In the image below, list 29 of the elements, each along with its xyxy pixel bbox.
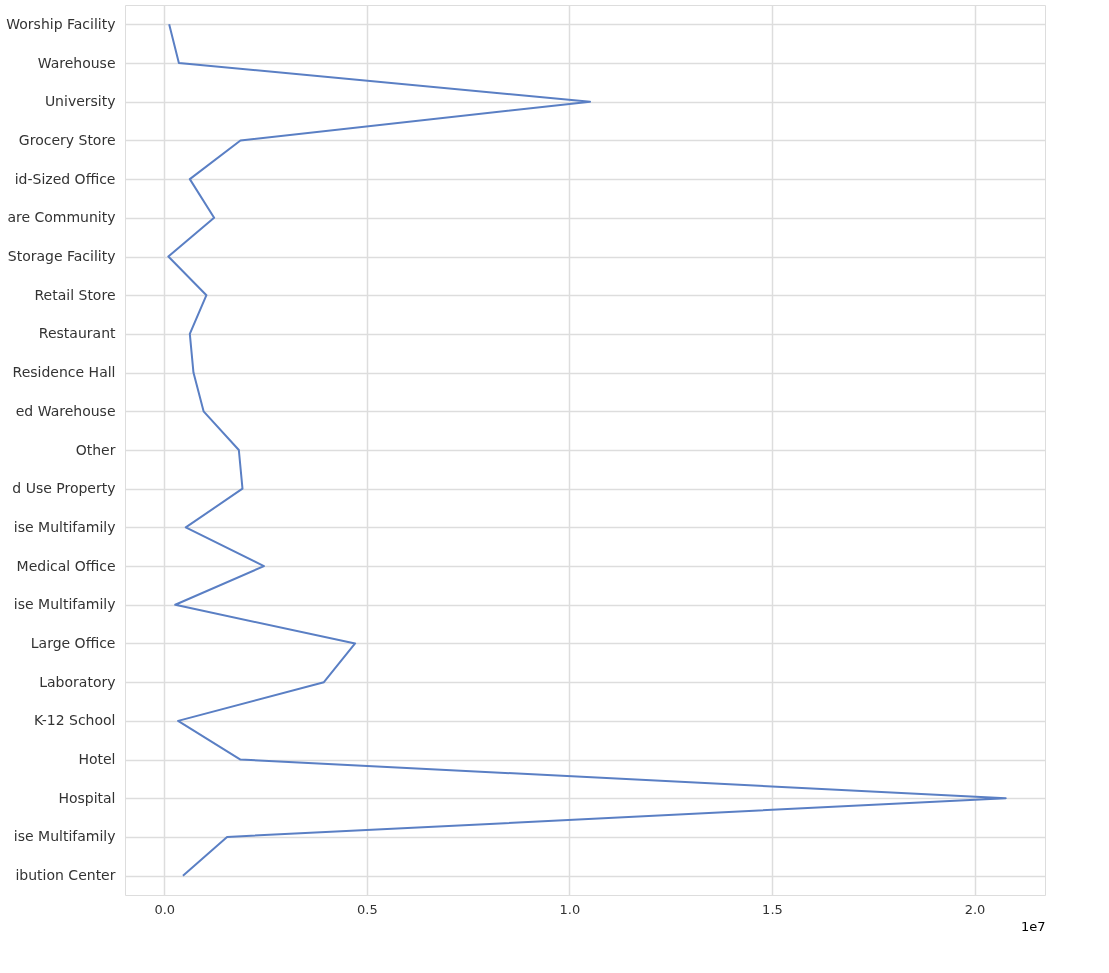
x-tick-label: 0.0 (154, 901, 176, 917)
y-tick-label: Retail Store (34, 286, 116, 303)
y-tick-label: Residence Hall (12, 364, 116, 381)
x-tick-label: 1.0 (559, 901, 581, 917)
y-tick-label: d Use Property (12, 480, 116, 497)
y-tick-label: Storage Facility (7, 248, 116, 265)
y-tick-label: Grocery Store (18, 131, 116, 148)
x-axis-title: 1e7 (1020, 918, 1046, 934)
y-tick-label: are Community (7, 209, 116, 226)
y-tick-label: Large Office (30, 634, 116, 651)
y-tick-label: Medical Office (16, 557, 116, 574)
y-tick-label: K-12 School (33, 712, 116, 729)
y-tick-label: ed Warehouse (15, 402, 116, 419)
x-tick-label: 2.0 (964, 901, 986, 917)
y-tick-label: ise Multifamily (13, 518, 116, 535)
y-tick-label: Laboratory (39, 673, 116, 690)
y-tick-label: ise Multifamily (13, 828, 116, 845)
y-tick-label: id-Sized Office (14, 170, 116, 187)
y-tick-label: Hotel (78, 751, 116, 768)
y-tick-label: Restaurant (38, 325, 116, 342)
y-tick-label: Worship Facility (6, 15, 116, 32)
y-tick-label: Other (75, 441, 116, 458)
x-tick-label: 0.5 (357, 901, 378, 917)
y-tick-label: University (44, 93, 116, 110)
y-tick-label: ise Multifamily (13, 596, 116, 613)
y-tick-label: Hospital (58, 789, 116, 806)
y-tick-label: Warehouse (37, 54, 116, 71)
y-tick-label: ibution Center (15, 867, 116, 884)
x-tick-label: 1.5 (762, 901, 783, 917)
